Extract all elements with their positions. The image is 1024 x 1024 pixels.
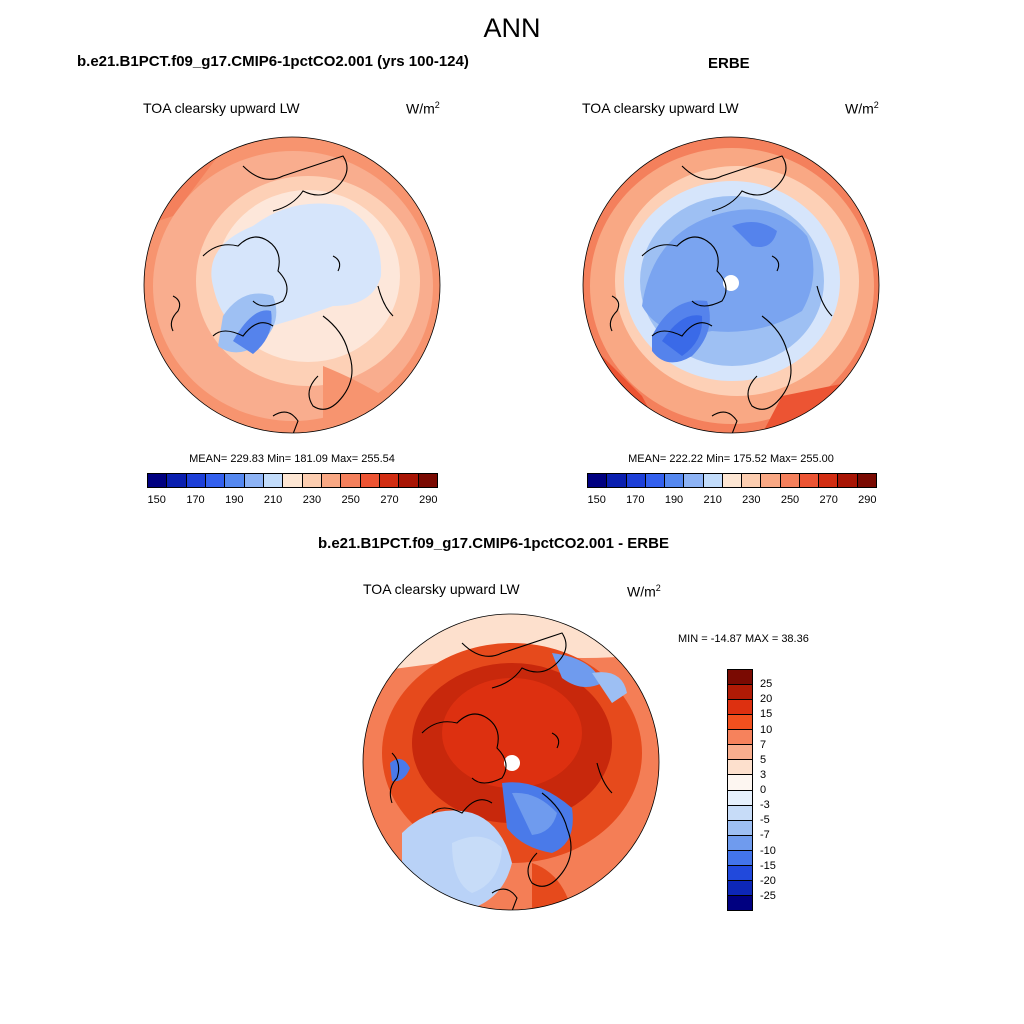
diff-colorbar-box — [728, 835, 752, 851]
obs-variable-label: TOA clearsky upward LW — [582, 100, 739, 116]
model-colorbar-tick-label: 230 — [302, 494, 322, 506]
model-colorbar-box — [302, 474, 322, 487]
obs-colorbar-tick-label: 190 — [664, 494, 684, 506]
diff-colorbar-tick-label: -5 — [760, 814, 770, 827]
diff-colorbar-box — [728, 805, 752, 821]
obs-colorbar-box — [838, 474, 858, 487]
obs-colorbar-tick-label: 150 — [587, 494, 606, 506]
diff-colorbar-tick-label: -15 — [760, 859, 776, 872]
model-colorbar-box — [321, 474, 342, 487]
diff-colorbar-box — [728, 880, 752, 896]
diff-units-label: W/m2 — [627, 583, 661, 600]
diff-colorbar-box — [728, 760, 752, 776]
obs-colorbar-box — [819, 474, 839, 487]
model-polar-map — [143, 136, 441, 434]
obs-colorbar — [587, 473, 877, 488]
model-colorbar-box — [283, 474, 303, 487]
obs-colorbar-box — [722, 474, 743, 487]
diff-colorbar-box — [728, 865, 752, 881]
diff-colorbar-box — [728, 670, 752, 686]
diff-colorbar-tick-label: -7 — [760, 829, 770, 842]
model-colorbar-tick-label: 210 — [263, 494, 283, 506]
diff-colorbar-ticks: 25 20 15 10 7 5 3 0 -3 -5 -7 -10 -15 -20 -25 — [760, 669, 800, 911]
diff-colorbar-tick-label: -25 — [760, 889, 776, 902]
obs-stats: MEAN= 222.22 Min= 175.52 Max= 255.00 — [628, 453, 834, 465]
obs-polar-map — [582, 136, 880, 434]
obs-colorbar-tick-label: 210 — [703, 494, 722, 506]
diff-colorbar-tick-label: 0 — [760, 784, 767, 796]
model-variable-label: TOA clearsky upward LW — [143, 100, 300, 116]
obs-panel-title: ERBE — [708, 55, 750, 72]
obs-colorbar-ticks: 150 170 190 210 230 250 270 290 — [587, 494, 877, 508]
diff-colorbar-box — [728, 790, 752, 806]
diff-panel-title: b.e21.B1PCT.f09_g17.CMIP6-1pctCO2.001 - … — [318, 535, 669, 552]
diff-colorbar-box — [728, 850, 752, 866]
model-colorbar-tick-label: 190 — [225, 494, 244, 506]
model-colorbar-box — [148, 474, 168, 487]
diff-colorbar-tick-label: 7 — [760, 738, 767, 751]
obs-colorbar-tick-label: 290 — [858, 494, 877, 506]
model-colorbar — [147, 473, 438, 488]
obs-colorbar-box — [780, 474, 800, 487]
diff-stats: MIN = -14.87 MAX = 38.36 — [678, 633, 809, 645]
diff-colorbar-tick-label: 20 — [760, 693, 773, 706]
model-colorbar-box — [186, 474, 206, 487]
model-colorbar-tick-label: 290 — [419, 494, 438, 506]
obs-units-label: W/m2 — [845, 100, 879, 117]
obs-colorbar-box — [799, 474, 820, 487]
diff-colorbar-tick-label: -20 — [760, 874, 776, 887]
diff-colorbar-box — [728, 775, 752, 791]
model-colorbar-box — [225, 474, 245, 487]
model-colorbar-box — [399, 474, 419, 487]
model-colorbar-box — [244, 474, 264, 487]
obs-colorbar-tick-label: 250 — [780, 494, 800, 506]
obs-colorbar-box — [665, 474, 685, 487]
diff-colorbar-box — [728, 730, 752, 746]
model-colorbar-tick-label: 150 — [147, 494, 166, 506]
model-colorbar-tick-label: 170 — [186, 494, 205, 506]
diff-colorbar-tick-label: 15 — [760, 708, 773, 721]
obs-colorbar-tick-label: 170 — [626, 494, 645, 506]
model-units-label: W/m2 — [406, 100, 440, 117]
obs-colorbar-box — [703, 474, 723, 487]
diff-colorbar-box — [728, 700, 752, 716]
obs-colorbar-box — [742, 474, 762, 487]
diff-colorbar-tick-label: 10 — [760, 723, 773, 736]
obs-colorbar-box — [645, 474, 666, 487]
obs-colorbar-box — [761, 474, 781, 487]
obs-colorbar-box — [684, 474, 704, 487]
diff-variable-label: TOA clearsky upward LW — [363, 581, 520, 597]
diff-colorbar-tick-label: -10 — [760, 844, 776, 857]
model-colorbar-tick-label: 250 — [341, 494, 360, 506]
model-stats: MEAN= 229.83 Min= 181.09 Max= 255.54 — [189, 453, 395, 465]
model-colorbar-box — [379, 474, 400, 487]
diff-colorbar-box — [728, 685, 752, 701]
obs-colorbar-box — [626, 474, 646, 487]
obs-colorbar-tick-label: 270 — [819, 494, 838, 506]
obs-colorbar-box — [607, 474, 627, 487]
model-panel-title: b.e21.B1PCT.f09_g17.CMIP6-1pctCO2.001 (y… — [77, 53, 469, 70]
diff-polar-map — [362, 613, 660, 911]
model-colorbar-box — [341, 474, 361, 487]
obs-colorbar-box — [588, 474, 608, 487]
figure-title: ANN — [483, 13, 541, 43]
model-colorbar-box — [360, 474, 380, 487]
model-colorbar-box — [418, 474, 437, 487]
diff-colorbar-tick-label: 5 — [760, 753, 767, 766]
model-colorbar-box — [263, 474, 284, 487]
diff-colorbar — [727, 669, 753, 911]
diff-colorbar-box — [728, 715, 752, 731]
obs-colorbar-tick-label: 230 — [742, 494, 761, 506]
model-colorbar-tick-label: 270 — [380, 494, 399, 506]
diff-colorbar-tick-label: 3 — [760, 768, 767, 781]
diff-colorbar-tick-label: -3 — [760, 799, 770, 812]
diff-colorbar-box — [728, 820, 752, 836]
diff-colorbar-tick-label: 25 — [760, 678, 773, 691]
diff-colorbar-box — [728, 745, 752, 761]
model-colorbar-ticks: 150 170 190 210 230 250 270 290 — [147, 494, 438, 508]
diff-colorbar-box — [728, 895, 752, 910]
model-colorbar-box — [167, 474, 187, 487]
model-colorbar-box — [205, 474, 226, 487]
obs-colorbar-box — [857, 474, 876, 487]
